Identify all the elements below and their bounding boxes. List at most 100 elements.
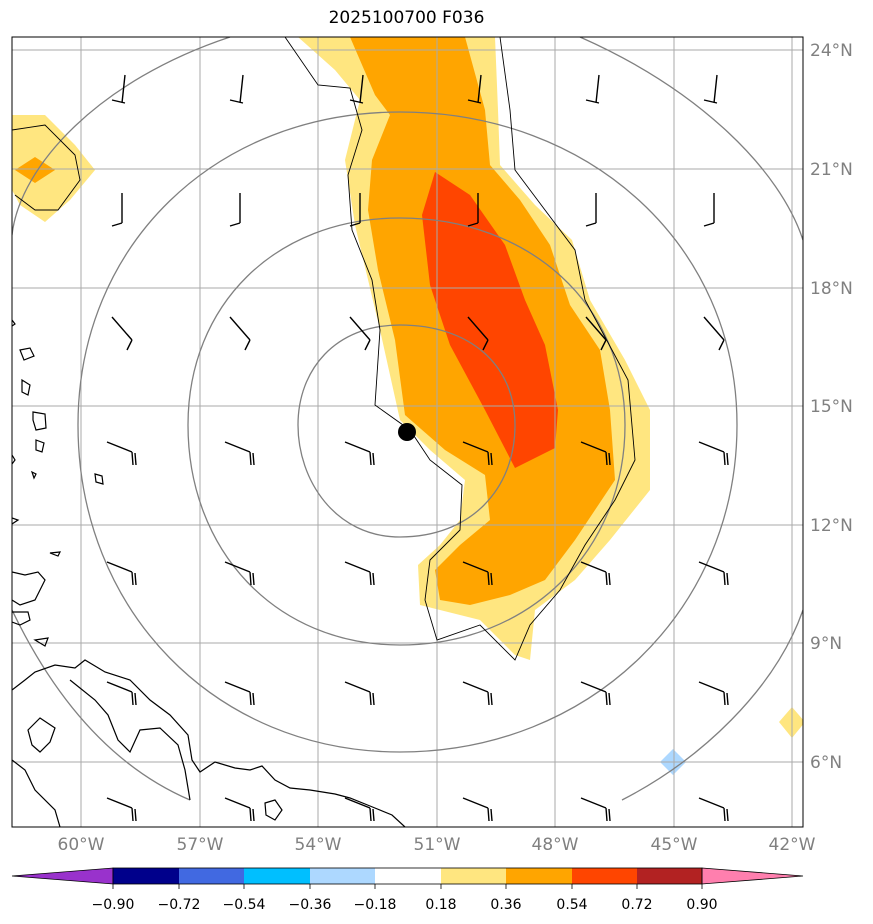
coast-island-1	[19, 347, 35, 361]
wind-barb	[462, 797, 493, 822]
wind-barb	[698, 561, 729, 586]
wind-barb	[344, 797, 375, 822]
map-gridlines	[12, 37, 803, 827]
lon-tick-label: 45°W	[651, 835, 698, 855]
lat-tick-label: 21°N	[810, 160, 853, 180]
coast-island-3	[32, 411, 47, 431]
contour-main	[284, 37, 636, 661]
colorbar-tick-label: 0.18	[425, 897, 456, 913]
wind-barb	[703, 316, 725, 351]
colorbar-segment	[113, 868, 179, 884]
wind-barb	[106, 441, 137, 466]
colorbar-segment	[506, 868, 572, 884]
wind-barb	[698, 797, 729, 822]
colorbar-tick-label: −0.54	[223, 897, 266, 913]
wind-barb	[698, 681, 729, 706]
wind-barb	[349, 316, 371, 351]
colorbar-extend-high	[701, 867, 804, 885]
colorbar-tick-label: −0.72	[158, 897, 201, 913]
coast-island-13	[12, 454, 16, 465]
wind-barbs	[106, 74, 729, 822]
coast-island-10	[33, 637, 49, 647]
colorbar-tick-label: −0.90	[92, 897, 135, 913]
lon-tick-label: 51°W	[414, 835, 461, 855]
wind-barb	[462, 441, 493, 466]
wind-barb	[224, 561, 255, 586]
lat-tick-label: 18°N	[810, 279, 853, 299]
wind-barb	[344, 681, 375, 706]
wind-barb	[344, 441, 375, 466]
coast-island-12	[12, 319, 16, 327]
wind-barb	[580, 681, 611, 706]
wind-barb	[585, 316, 607, 351]
range-ring-1	[297, 324, 516, 538]
wind-barb	[111, 74, 126, 104]
wind-barb	[344, 561, 375, 586]
colorbar-segment	[244, 868, 310, 884]
coast-south-america-inner	[69, 679, 191, 801]
colorbar-segment	[179, 868, 244, 884]
wind-barb	[349, 193, 361, 227]
coast-island-11	[264, 799, 283, 821]
wind-barb	[580, 441, 611, 466]
wind-barb	[349, 74, 364, 104]
range-ring-4	[12, 37, 231, 236]
colorbar-segment	[441, 868, 506, 884]
map-title: 2025100700 F036	[328, 8, 485, 28]
wind-barb	[703, 193, 715, 227]
wind-barb	[229, 193, 241, 227]
lon-tick-label: 42°W	[769, 835, 816, 855]
lon-tick-label: 60°W	[58, 835, 105, 855]
wind-barb	[467, 316, 489, 351]
lon-tick-label: 57°W	[177, 835, 224, 855]
wind-barb	[467, 193, 479, 227]
wind-barb	[580, 797, 611, 822]
wind-barb	[224, 441, 255, 466]
colorbar-segment	[310, 868, 375, 884]
lat-tick-label: 6°N	[810, 753, 842, 773]
wind-barb	[111, 316, 133, 351]
wind-barb	[462, 681, 493, 706]
colorbar: −0.90 −0.72 −0.54 −0.36 −0.18 0.18 0.36 …	[11, 867, 804, 913]
range-ring-4b	[579, 37, 803, 241]
field-contour	[12, 37, 636, 661]
map-frame	[11, 36, 804, 828]
range-ring-2	[187, 217, 626, 646]
colorbar-tick-label: 0.90	[686, 897, 717, 913]
colorbar-tick-label: 0.54	[556, 897, 587, 913]
range-ring-3	[77, 111, 738, 753]
wind-barb	[224, 797, 255, 822]
storm-center-marker	[398, 423, 416, 441]
coast-island-6	[30, 470, 37, 480]
lat-tick-label: 12°N	[810, 516, 853, 536]
wind-barb	[580, 561, 611, 586]
lat-tick-label: 24°N	[810, 41, 853, 61]
field-shading	[12, 37, 803, 775]
field-band-mid-west	[15, 157, 55, 183]
coast-trinidad	[27, 717, 56, 753]
lat-axis: 24°N 21°N 18°N 15°N 12°N 9°N 6°N	[810, 41, 853, 773]
wind-barb	[585, 193, 597, 227]
field-band-low-east	[779, 707, 803, 738]
coast-island-2	[21, 378, 31, 396]
coast-island-4	[35, 439, 45, 453]
wind-barb	[462, 561, 493, 586]
coast-island-14	[12, 517, 20, 525]
wind-barb	[585, 74, 600, 104]
lon-tick-label: 48°W	[532, 835, 579, 855]
range-ring-4d	[621, 609, 803, 801]
coast-venezuela	[12, 759, 61, 827]
field-band-high	[422, 172, 558, 468]
coast-island-8	[12, 571, 46, 606]
colorbar-segment	[375, 868, 441, 884]
wind-barb	[111, 193, 123, 227]
wind-barb	[224, 681, 255, 706]
range-ring-4c	[12, 609, 191, 801]
colorbar-tick-label: 0.36	[490, 897, 521, 913]
wind-barb	[229, 74, 244, 104]
map-plot-area	[12, 37, 803, 827]
colorbar-segment	[572, 868, 637, 884]
colorbar-tick-label: −0.18	[354, 897, 397, 913]
coastlines	[12, 319, 406, 827]
